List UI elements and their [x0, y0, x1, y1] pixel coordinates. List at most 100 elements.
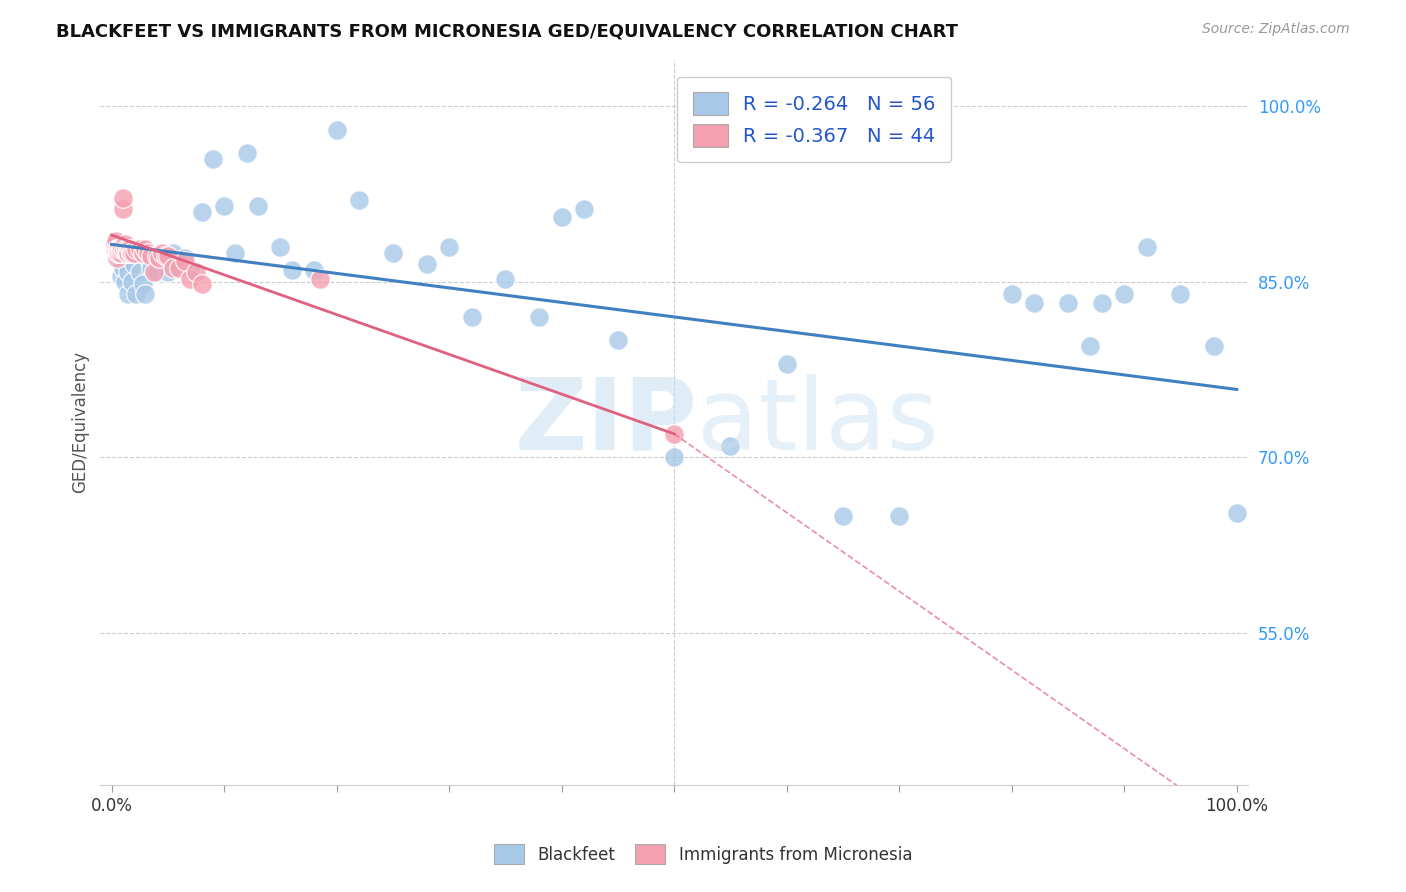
- Point: [108, 242, 131, 256]
- Point: [145, 265, 167, 279]
- Point: [132, 245, 155, 260]
- Point: [150, 245, 173, 260]
- Point: [184, 265, 207, 279]
- Point: [117, 242, 139, 256]
- Point: [179, 272, 201, 286]
- Point: [347, 193, 370, 207]
- Point: [128, 242, 150, 256]
- Point: [1001, 286, 1024, 301]
- Point: [115, 242, 138, 256]
- Point: [132, 277, 155, 292]
- Point: [105, 242, 128, 256]
- Point: [118, 242, 141, 256]
- Text: ZIP: ZIP: [515, 374, 697, 471]
- Point: [121, 245, 143, 260]
- Point: [527, 310, 550, 324]
- Point: [776, 357, 799, 371]
- Point: [167, 257, 190, 271]
- Point: [162, 245, 184, 260]
- Legend: R = -0.264   N = 56, R = -0.367   N = 44: R = -0.264 N = 56, R = -0.367 N = 44: [678, 77, 952, 162]
- Text: atlas: atlas: [697, 374, 939, 471]
- Point: [162, 260, 184, 275]
- Point: [156, 249, 179, 263]
- Point: [415, 257, 437, 271]
- Point: [117, 245, 139, 260]
- Point: [134, 286, 156, 301]
- Point: [201, 152, 224, 166]
- Point: [125, 286, 148, 301]
- Point: [235, 146, 257, 161]
- Point: [381, 245, 404, 260]
- Point: [280, 263, 302, 277]
- Point: [308, 272, 330, 286]
- Point: [150, 252, 173, 266]
- Text: BLACKFEET VS IMMIGRANTS FROM MICRONESIA GED/EQUIVALENCY CORRELATION CHART: BLACKFEET VS IMMIGRANTS FROM MICRONESIA …: [56, 22, 959, 40]
- Point: [889, 508, 911, 523]
- Point: [494, 272, 516, 286]
- Point: [224, 245, 246, 260]
- Point: [173, 252, 195, 266]
- Point: [104, 242, 127, 256]
- Point: [111, 202, 134, 217]
- Y-axis label: GED/Equivalency: GED/Equivalency: [72, 351, 89, 493]
- Text: Source: ZipAtlas.com: Source: ZipAtlas.com: [1202, 22, 1350, 37]
- Point: [114, 237, 136, 252]
- Point: [121, 275, 143, 289]
- Point: [110, 268, 132, 283]
- Point: [155, 249, 177, 263]
- Point: [145, 249, 167, 263]
- Point: [156, 265, 179, 279]
- Point: [437, 240, 460, 254]
- Point: [134, 242, 156, 256]
- Point: [136, 245, 159, 260]
- Point: [111, 191, 134, 205]
- Point: [136, 252, 159, 266]
- Point: [269, 240, 291, 254]
- Point: [550, 211, 572, 225]
- Point: [107, 245, 129, 260]
- Point: [662, 426, 685, 441]
- Point: [173, 253, 195, 268]
- Point: [167, 260, 190, 275]
- Point: [120, 245, 142, 260]
- Point: [117, 286, 139, 301]
- Point: [110, 242, 132, 256]
- Point: [117, 265, 139, 279]
- Point: [1226, 507, 1249, 521]
- Point: [606, 334, 628, 348]
- Point: [460, 310, 482, 324]
- Point: [325, 122, 347, 136]
- Point: [1114, 286, 1136, 301]
- Point: [1170, 286, 1192, 301]
- Point: [112, 242, 135, 256]
- Point: [107, 242, 129, 256]
- Point: [114, 275, 136, 289]
- Point: [111, 260, 134, 275]
- Legend: Blackfeet, Immigrants from Micronesia: Blackfeet, Immigrants from Micronesia: [488, 838, 918, 871]
- Point: [720, 439, 742, 453]
- Point: [117, 245, 139, 260]
- Point: [662, 450, 685, 465]
- Point: [128, 265, 150, 279]
- Point: [572, 202, 595, 217]
- Point: [125, 242, 148, 256]
- Point: [105, 234, 128, 248]
- Point: [212, 199, 235, 213]
- Point: [302, 263, 325, 277]
- Point: [139, 249, 162, 263]
- Point: [1057, 296, 1080, 310]
- Point: [179, 263, 201, 277]
- Point: [1024, 296, 1046, 310]
- Point: [246, 199, 269, 213]
- Point: [190, 277, 212, 292]
- Point: [104, 237, 127, 252]
- Point: [148, 252, 170, 266]
- Point: [190, 204, 212, 219]
- Point: [143, 265, 166, 279]
- Point: [111, 240, 134, 254]
- Point: [110, 245, 132, 260]
- Point: [105, 242, 128, 256]
- Point: [139, 260, 162, 275]
- Point: [832, 508, 855, 523]
- Point: [122, 245, 145, 260]
